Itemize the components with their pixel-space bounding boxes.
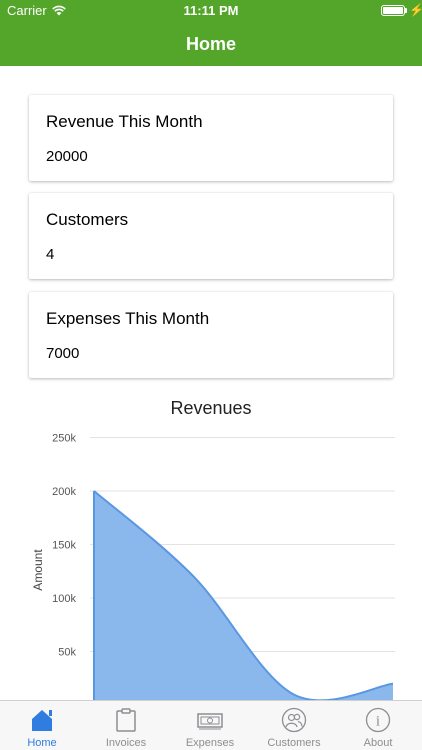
battery-tip bbox=[405, 8, 407, 13]
tab-expenses[interactable]: Expenses bbox=[168, 701, 252, 750]
revenue-line bbox=[93, 490, 394, 700]
expenses-card-value: 7000 bbox=[46, 345, 80, 362]
chart-title: Revenues bbox=[170, 398, 252, 418]
status-time: 11:11 PM bbox=[183, 3, 239, 18]
page-title: Home bbox=[185, 34, 236, 54]
tab-home[interactable]: Home bbox=[0, 701, 84, 750]
home-icon bbox=[32, 710, 52, 731]
info-icon: i bbox=[365, 707, 391, 733]
tab-home-label: Home bbox=[27, 737, 57, 749]
charging-icon: ⚡ bbox=[409, 3, 422, 17]
expenses-card-title: Expenses This Month bbox=[46, 309, 210, 328]
customers-card[interactable]: Customers 4 bbox=[29, 193, 393, 279]
tab-about-label: About bbox=[363, 737, 393, 749]
y-tick-label: 50k bbox=[58, 647, 76, 659]
revenue-card-title: Revenue This Month bbox=[46, 112, 203, 131]
revenue-area bbox=[94, 491, 393, 700]
svg-text:i: i bbox=[376, 714, 380, 730]
carrier-label: Carrier bbox=[7, 3, 47, 18]
y-tick-label: 200k bbox=[52, 486, 76, 498]
tab-bar: Home Invoices Expenses Customers i bbox=[0, 700, 422, 750]
y-tick-label: 250k bbox=[52, 433, 76, 445]
tab-about[interactable]: i About bbox=[336, 701, 420, 750]
header: Carrier 11:11 PM ⚡ Home bbox=[0, 0, 422, 66]
revenue-card[interactable]: Revenue This Month 20000 bbox=[29, 95, 393, 181]
battery-icon bbox=[381, 5, 405, 16]
invoice-icon bbox=[116, 708, 136, 732]
revenue-chart: 250k 200k 150k 100k 50k Amount bbox=[31, 433, 395, 700]
tab-customers-label: Customers bbox=[267, 737, 321, 749]
wifi-icon bbox=[52, 5, 66, 16]
y-tick-label: 150k bbox=[52, 540, 76, 552]
tab-invoices[interactable]: Invoices bbox=[84, 701, 168, 750]
customers-card-value: 4 bbox=[46, 246, 55, 263]
tab-customers[interactable]: Customers bbox=[252, 701, 336, 750]
customers-card-title: Customers bbox=[46, 210, 129, 229]
tab-expenses-label: Expenses bbox=[185, 737, 235, 749]
revenue-card-value: 20000 bbox=[46, 148, 88, 165]
expenses-card[interactable]: Expenses This Month 7000 bbox=[29, 292, 393, 378]
tab-invoices-label: Invoices bbox=[105, 737, 147, 749]
y-tick-label: 100k bbox=[52, 593, 76, 605]
status-bar: Carrier 11:11 PM ⚡ bbox=[0, 0, 422, 22]
cash-icon bbox=[197, 713, 223, 730]
customers-icon bbox=[281, 707, 307, 733]
y-axis-label: Amount bbox=[31, 549, 45, 591]
